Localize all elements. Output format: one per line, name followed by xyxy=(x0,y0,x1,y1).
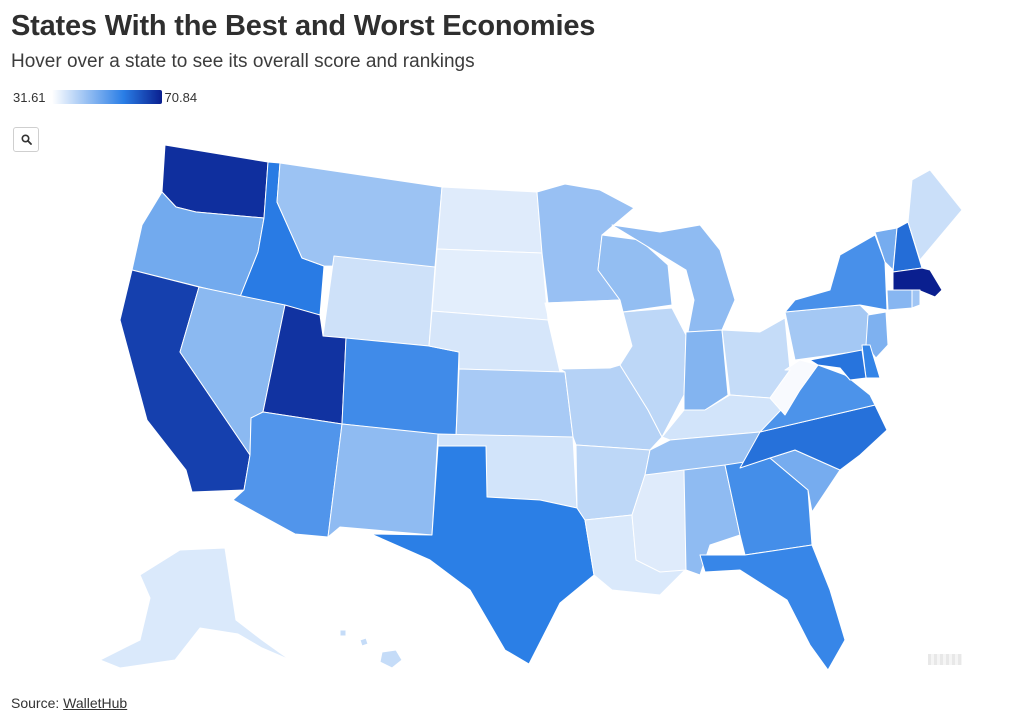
state-hi[interactable] xyxy=(339,629,403,669)
state-mt[interactable] xyxy=(276,162,443,268)
source-note: Source: WalletHub xyxy=(11,695,127,711)
state-nc[interactable] xyxy=(739,404,888,471)
state-me[interactable] xyxy=(907,169,963,261)
state-tx[interactable] xyxy=(370,445,595,665)
state-ny[interactable] xyxy=(784,234,888,313)
state-ks[interactable] xyxy=(455,368,574,438)
legend-gradient-bar xyxy=(51,90,162,104)
state-nd[interactable] xyxy=(436,186,543,254)
page-title: States With the Best and Worst Economies xyxy=(11,10,596,42)
state-wv[interactable] xyxy=(769,359,819,416)
state-co[interactable] xyxy=(341,337,460,438)
state-wy[interactable] xyxy=(322,255,436,347)
state-md[interactable] xyxy=(809,349,867,381)
state-ia[interactable] xyxy=(544,299,633,370)
search-icon xyxy=(20,134,32,145)
map-attribution-logo xyxy=(928,654,962,665)
color-legend: 31.61 70.84 xyxy=(13,89,197,105)
state-ct[interactable] xyxy=(886,289,913,311)
state-fl[interactable] xyxy=(699,544,846,671)
state-ak[interactable] xyxy=(99,547,291,669)
source-label: Source: xyxy=(11,695,60,711)
us-choropleth-map xyxy=(99,144,963,671)
search-button[interactable] xyxy=(13,127,39,152)
legend-max-label: 70.84 xyxy=(164,89,198,105)
legend-min-label: 31.61 xyxy=(13,89,46,105)
source-link[interactable]: WalletHub xyxy=(63,695,128,711)
state-sd[interactable] xyxy=(431,248,549,321)
state-nj[interactable] xyxy=(865,311,889,359)
page-subtitle: Hover over a state to see its overall sc… xyxy=(11,51,475,72)
state-mi[interactable] xyxy=(611,224,736,333)
state-nm[interactable] xyxy=(327,423,439,538)
state-ri[interactable] xyxy=(911,289,921,309)
state-in[interactable] xyxy=(683,329,729,411)
state-mo[interactable] xyxy=(559,364,663,451)
